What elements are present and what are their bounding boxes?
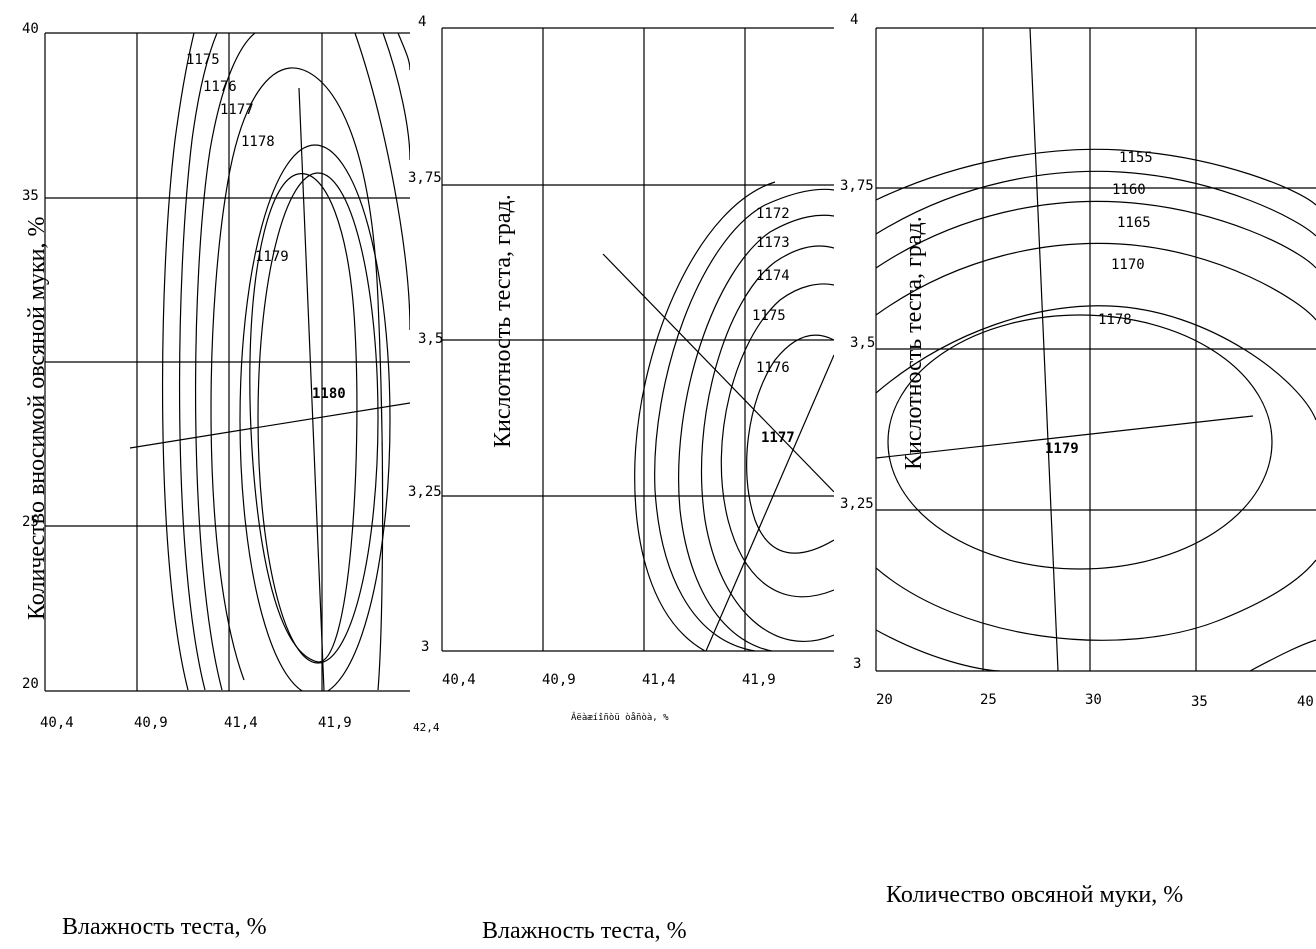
contour-outer-right-3 <box>397 33 410 71</box>
x-tick-label: 41,9 <box>318 715 352 731</box>
contour-label: 1155 <box>1119 150 1153 166</box>
contour-label: 1175 <box>186 52 220 68</box>
contour-1178 <box>876 305 1316 421</box>
contour-1176 <box>720 283 834 598</box>
x-tick-label: 30 <box>1085 692 1102 708</box>
contour-label: 1176 <box>756 360 790 376</box>
contour-label: 1180 <box>312 386 346 402</box>
y-tick-label: 3,25 <box>840 496 874 512</box>
y-tick-label: 3,5 <box>850 335 875 351</box>
contour-outer-right-1 <box>354 33 410 331</box>
y-tick-label-overlaid: 35 <box>22 188 39 204</box>
x-tick-label: 35 <box>1191 694 1208 710</box>
contour-1174 <box>678 214 834 651</box>
x-tick-label: 41,4 <box>224 715 258 731</box>
x-tick-label: 41,9 <box>742 672 776 688</box>
ridge-line <box>1029 28 1059 671</box>
contour-1179 <box>239 144 391 691</box>
contour-1177 <box>194 33 256 691</box>
x-tick-label: 40,9 <box>542 672 576 688</box>
contour-label: 1172 <box>756 206 790 222</box>
contour-1180 <box>257 172 379 664</box>
y-tick-label: 40 <box>22 21 39 37</box>
contour-label: 1179 <box>1045 441 1079 457</box>
y-axis-label: Количество вносимой овсяной муки, % <box>24 216 50 620</box>
y-tick-label: 3 <box>421 639 429 655</box>
ridge-line <box>876 415 1254 459</box>
x-axis-garbled-label: Âëàæíîñòü òåñòà, % <box>571 711 669 723</box>
contour-label: 1179 <box>255 249 289 265</box>
panel-1 <box>44 32 410 692</box>
contour-label: 1160 <box>1112 182 1146 198</box>
contour-label: 1177 <box>761 430 795 446</box>
x-tick-label: 40,9 <box>134 715 168 731</box>
contour-1177 <box>746 334 834 554</box>
panel-3-labels: 4 3,75 3,5 3,25 3 20 25 30 35 40 1155 11… <box>840 12 1314 710</box>
contour-1165 <box>876 200 1316 269</box>
x-tick-label: 40 <box>1297 694 1314 710</box>
contour-1175 <box>700 245 834 642</box>
y-axis-label: Кислотность теста, град. <box>490 194 516 448</box>
ridge-line <box>298 87 325 691</box>
contour-1172 <box>634 181 776 651</box>
y-tick-label: 4 <box>418 14 426 30</box>
contour-lower-3 <box>1249 639 1316 671</box>
contour-label: 1177 <box>220 102 254 118</box>
contour-1178 <box>210 67 384 691</box>
y-axis-label: Кислотность теста, град. <box>901 216 927 470</box>
contour-1176 <box>178 33 218 691</box>
y-tick-label: 3,75 <box>840 178 874 194</box>
contour-lower-2 <box>876 629 1001 671</box>
y-tick-label: 4 <box>850 12 858 28</box>
contour-1179-inner <box>249 173 358 663</box>
contour-label: 1173 <box>756 235 790 251</box>
contour-label: 1176 <box>203 79 237 95</box>
x-axis-label-1: Влажность теста, % <box>62 914 267 940</box>
contour-1160 <box>876 170 1316 237</box>
contour-1173 <box>654 188 834 651</box>
x-tick-label: 25 <box>980 692 997 708</box>
x-tick-label: 40,4 <box>442 672 476 688</box>
contour-lower-1 <box>876 559 1316 641</box>
contour-outer-right-2 <box>382 33 410 161</box>
contour-label: 1170 <box>1111 257 1145 273</box>
y-tick-label: 3 <box>853 656 861 672</box>
x-tick-label: 20 <box>876 692 893 708</box>
y-tick-label: 3,75 <box>408 170 442 186</box>
y-tick-label: 3,5 <box>418 331 443 347</box>
x-tick-label: 40,4 <box>40 715 74 731</box>
ridge-line <box>129 402 410 449</box>
y-tick-label: 20 <box>22 676 39 692</box>
contour-label: 1175 <box>752 308 786 324</box>
contour-1170 <box>876 242 1316 321</box>
contour-label: 1178 <box>241 134 275 150</box>
contour-label: 1178 <box>1098 312 1132 328</box>
y-tick-label: 3,25 <box>408 484 442 500</box>
y-tick-label-overlaid: 25 <box>22 514 39 530</box>
x-axis-label-2: Влажность теста, % <box>482 918 687 944</box>
x-tick-label: 41,4 <box>642 672 676 688</box>
contour-1175 <box>161 33 195 691</box>
panel-3 <box>875 27 1316 672</box>
contour-1179 <box>887 314 1273 570</box>
contour-label: 1174 <box>756 268 790 284</box>
x-tick-label: 42,4 <box>413 721 440 734</box>
ridge-line <box>602 253 834 493</box>
contour-1155 <box>876 148 1316 206</box>
ridge-line <box>705 354 834 651</box>
panel-2-labels: 4 3,75 3,5 3,25 3 40,4 40,9 41,4 41,9 Âë… <box>408 14 795 723</box>
panel-2 <box>441 27 834 652</box>
contour-label: 1165 <box>1117 215 1151 231</box>
panel-1-labels: 40 20 35 25 40,4 40,9 41,4 41,9 42,4 117… <box>22 21 440 734</box>
x-axis-label-3: Количество овсяной муки, % <box>886 882 1184 908</box>
